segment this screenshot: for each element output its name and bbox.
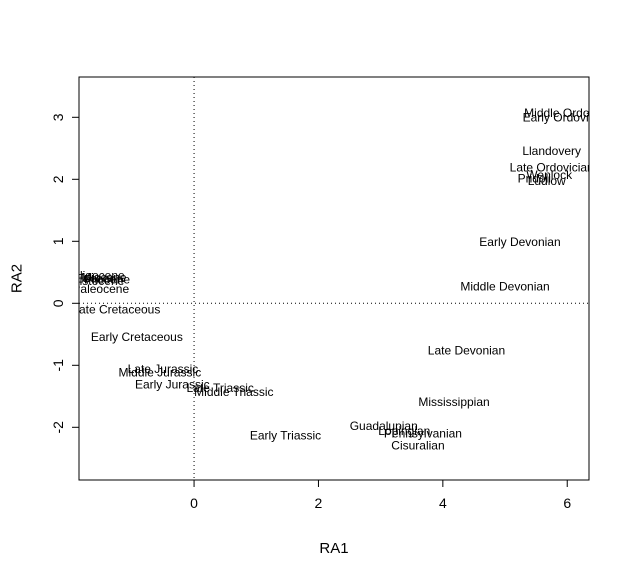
x-tick-label: 2 [315, 495, 323, 511]
point-label: Ludlow [528, 174, 566, 188]
y-tick-label: 2 [50, 175, 66, 183]
point-label: Paleocene [72, 282, 129, 296]
point-label: Late Triassic [187, 381, 254, 395]
y-tick-label: 0 [50, 299, 66, 307]
point-label: Guadalupian [350, 419, 418, 433]
reference-lines [79, 77, 589, 480]
point-label: Late Jurassic [128, 362, 199, 376]
y-axis-title: RA2 [9, 264, 26, 293]
point-label: Late Ordovician [510, 161, 594, 175]
point-label: Late Cretaceous [72, 303, 160, 317]
x-axis: 0 2 4 6 [190, 479, 571, 511]
point-label: Early Triassic [250, 428, 321, 442]
point-label: Early Ordovician [523, 110, 611, 124]
point-label: Llandovery [522, 144, 581, 158]
y-tick-label: -1 [50, 359, 66, 372]
y-axis: -2 -1 0 1 2 3 [50, 113, 80, 434]
point-label: Middle Devonian [460, 280, 549, 294]
y-tick-label: 3 [50, 113, 66, 121]
point-label: Mississippian [418, 395, 489, 409]
point-label: Pleistocene [62, 274, 124, 288]
x-tick-label: 6 [563, 495, 571, 511]
point-label: Pliocene [84, 273, 130, 287]
point-label: Early Devonian [479, 235, 560, 249]
point-label: Middle Triassic [194, 385, 273, 399]
point-label: Eocene [75, 272, 116, 286]
point-label: Pennsylvanian [384, 427, 462, 441]
point-label: Miocene [81, 270, 127, 284]
y-tick-label: 1 [50, 237, 66, 245]
plot-frame [78, 76, 590, 481]
point-label: Late Devonian [428, 343, 505, 357]
x-tick-label: 4 [439, 495, 447, 511]
y-tick-label: -2 [50, 421, 66, 434]
point-label: Early Cretaceous [91, 330, 183, 344]
point-label: Middle Ordovician [524, 106, 620, 120]
point-label: Pridoli [518, 172, 551, 186]
point-label: Oligocene [71, 268, 125, 282]
x-tick-label: 0 [190, 495, 198, 511]
x-axis-title: RA1 [319, 540, 348, 557]
point-label: Lopingian [378, 424, 430, 438]
point-label: Wenlock [526, 168, 573, 182]
point-label: Cisuralian [391, 438, 444, 452]
point-label: Middle Jurassic [119, 366, 202, 380]
point-label: Early Jurassic [135, 378, 210, 392]
